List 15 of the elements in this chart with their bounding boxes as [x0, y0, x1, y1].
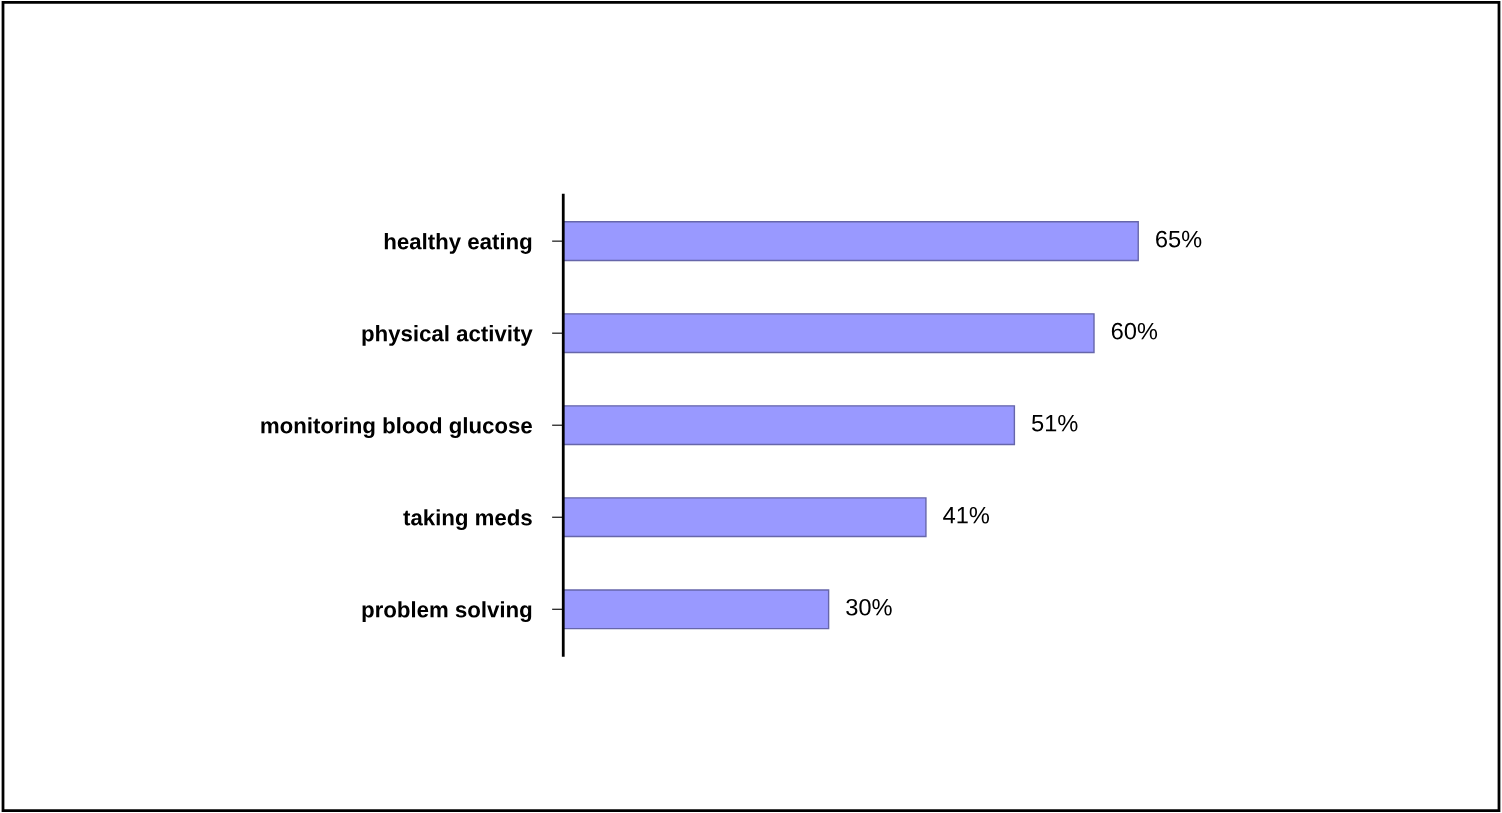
y-tick-label: taking meds: [403, 509, 532, 530]
bar: [563, 497, 927, 538]
bar: [563, 405, 1016, 446]
y-tick-label: healthy eating: [384, 233, 532, 254]
data-label: 51%: [1032, 414, 1078, 432]
data-label: 65%: [1156, 230, 1202, 248]
data-label: 30%: [846, 598, 892, 616]
y-tick-label: monitoring blood glucose: [261, 417, 532, 438]
y-tick-label: physical activity: [362, 325, 533, 346]
bar: [563, 313, 1095, 354]
data-label: 60%: [1111, 322, 1158, 340]
y-tick-label: problem solving: [362, 601, 532, 623]
bar: [563, 589, 830, 630]
bar: [563, 221, 1139, 262]
data-label: 41%: [943, 506, 990, 524]
